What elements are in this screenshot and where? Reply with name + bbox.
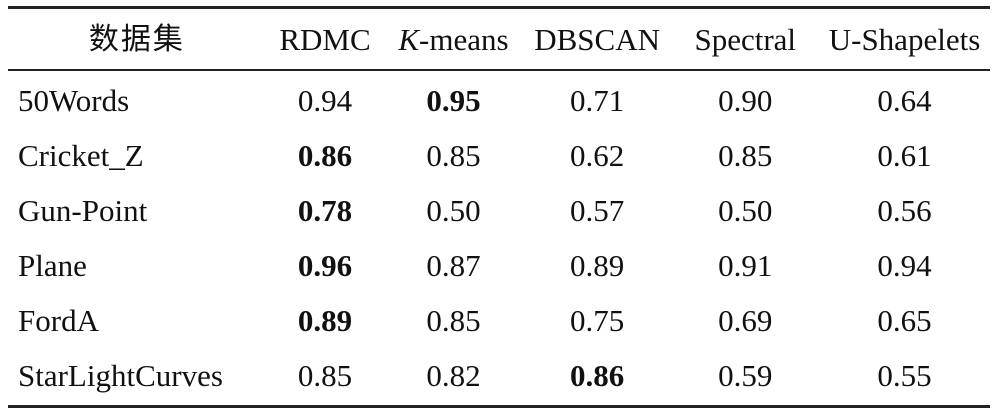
cell-spectral: 0.91 bbox=[718, 248, 773, 283]
cell-ushapelets: 0.65 bbox=[877, 303, 932, 338]
header-dbscan: DBSCAN bbox=[534, 21, 660, 57]
table-row: 50Words 0.94 0.95 0.71 0.90 0.64 bbox=[8, 70, 990, 128]
cell-ushapelets: 0.64 bbox=[877, 83, 932, 118]
cell-kmeans: 0.95 bbox=[426, 83, 481, 118]
cell-ushapelets: 0.56 bbox=[877, 193, 932, 228]
header-rdmc: RDMC bbox=[279, 21, 371, 57]
dataset-name: 50Words bbox=[18, 83, 130, 118]
cell-kmeans: 0.85 bbox=[426, 303, 481, 338]
cell-dbscan: 0.86 bbox=[569, 358, 625, 393]
header-spectral: Spectral bbox=[694, 21, 797, 57]
cell-spectral: 0.50 bbox=[718, 193, 773, 228]
cell-rdmc: 0.85 bbox=[297, 358, 353, 393]
table-row: Plane 0.96 0.87 0.89 0.91 0.94 bbox=[8, 238, 990, 293]
header-dataset-label: 数据集 bbox=[88, 22, 185, 57]
cell-kmeans: 0.50 bbox=[426, 193, 481, 228]
cell-ushapelets: 0.55 bbox=[877, 358, 932, 393]
table-row: Cricket_Z 0.86 0.85 0.62 0.85 0.61 bbox=[8, 128, 990, 183]
cell-rdmc: 0.94 bbox=[297, 83, 353, 118]
header-kmeans: K-means bbox=[384, 8, 522, 71]
table-row: FordA 0.89 0.85 0.75 0.69 0.65 bbox=[8, 293, 990, 348]
cell-dbscan: 0.75 bbox=[569, 303, 625, 338]
cell-dbscan: 0.89 bbox=[569, 248, 625, 283]
cell-rdmc: 0.78 bbox=[297, 193, 353, 228]
header-row: 数据集 RDMC K-means DBSCAN Spectral U-Shape… bbox=[8, 7, 990, 71]
dataset-name: Cricket_Z bbox=[18, 138, 144, 173]
clustering-results-table: 数据集 RDMC K-means DBSCAN Spectral U-Shape… bbox=[8, 6, 990, 408]
cell-rdmc: 0.86 bbox=[297, 138, 353, 173]
cell-kmeans: 0.82 bbox=[426, 358, 481, 393]
table-row: StarLightCurves 0.85 0.82 0.86 0.59 0.55 bbox=[8, 348, 990, 407]
cell-dbscan: 0.57 bbox=[569, 193, 625, 228]
results-table-container: 数据集 RDMC K-means DBSCAN Spectral U-Shape… bbox=[8, 6, 990, 408]
cell-dbscan: 0.71 bbox=[569, 83, 625, 118]
header-kmeans-rest: -means bbox=[419, 21, 509, 57]
dataset-name: StarLightCurves bbox=[18, 358, 223, 393]
dataset-name: Plane bbox=[18, 248, 87, 283]
cell-ushapelets: 0.94 bbox=[877, 248, 932, 283]
header-kmeans-k: K bbox=[398, 21, 420, 57]
header-ushapelets: U-Shapelets bbox=[828, 21, 981, 57]
cell-spectral: 0.90 bbox=[718, 83, 773, 118]
cell-rdmc: 0.96 bbox=[297, 248, 353, 283]
cell-rdmc: 0.89 bbox=[297, 303, 353, 338]
dataset-name: FordA bbox=[18, 303, 99, 338]
cell-ushapelets: 0.61 bbox=[877, 138, 932, 173]
cell-kmeans: 0.87 bbox=[426, 248, 481, 283]
cell-spectral: 0.85 bbox=[718, 138, 773, 173]
table-header: 数据集 RDMC K-means DBSCAN Spectral U-Shape… bbox=[8, 7, 990, 71]
table-body: 50Words 0.94 0.95 0.71 0.90 0.64 Cricket… bbox=[8, 70, 990, 407]
dataset-name: Gun-Point bbox=[18, 193, 148, 228]
cell-dbscan: 0.62 bbox=[569, 138, 625, 173]
header-dataset: 数据集 bbox=[8, 8, 266, 71]
cell-kmeans: 0.85 bbox=[426, 138, 481, 173]
table-row: Gun-Point 0.78 0.50 0.57 0.50 0.56 bbox=[8, 183, 990, 238]
cell-spectral: 0.69 bbox=[718, 303, 773, 338]
cell-spectral: 0.59 bbox=[718, 358, 773, 393]
